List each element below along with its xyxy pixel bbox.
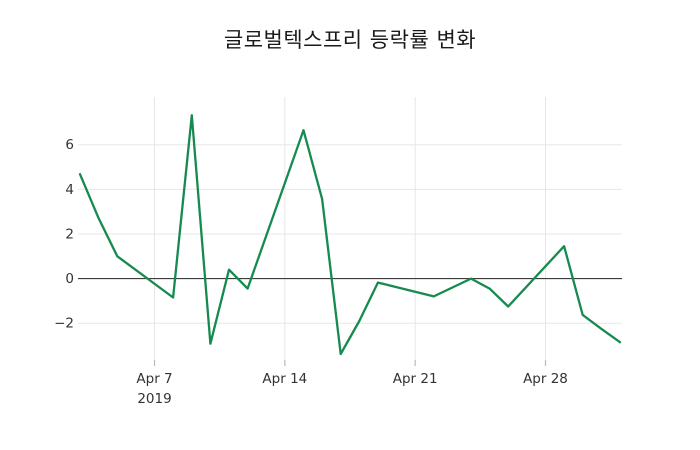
- x-tick-label: Apr 21: [393, 371, 438, 387]
- chart-title: 글로벌텍스프리 등락률 변화: [223, 28, 477, 52]
- x-tick-year-label: 2019: [137, 391, 171, 407]
- y-tick-label: 0: [65, 271, 74, 287]
- y-tick-label: 6: [65, 137, 74, 153]
- x-tick-label: Apr 14: [262, 371, 307, 387]
- y-tick-label: −2: [54, 316, 74, 332]
- data-series-line: [78, 114, 622, 356]
- y-tick-label: 2: [65, 226, 74, 242]
- x-tick-label: Apr 7: [136, 371, 172, 387]
- y-tick-label: 4: [65, 182, 74, 198]
- x-tick-label: Apr 28: [523, 371, 568, 387]
